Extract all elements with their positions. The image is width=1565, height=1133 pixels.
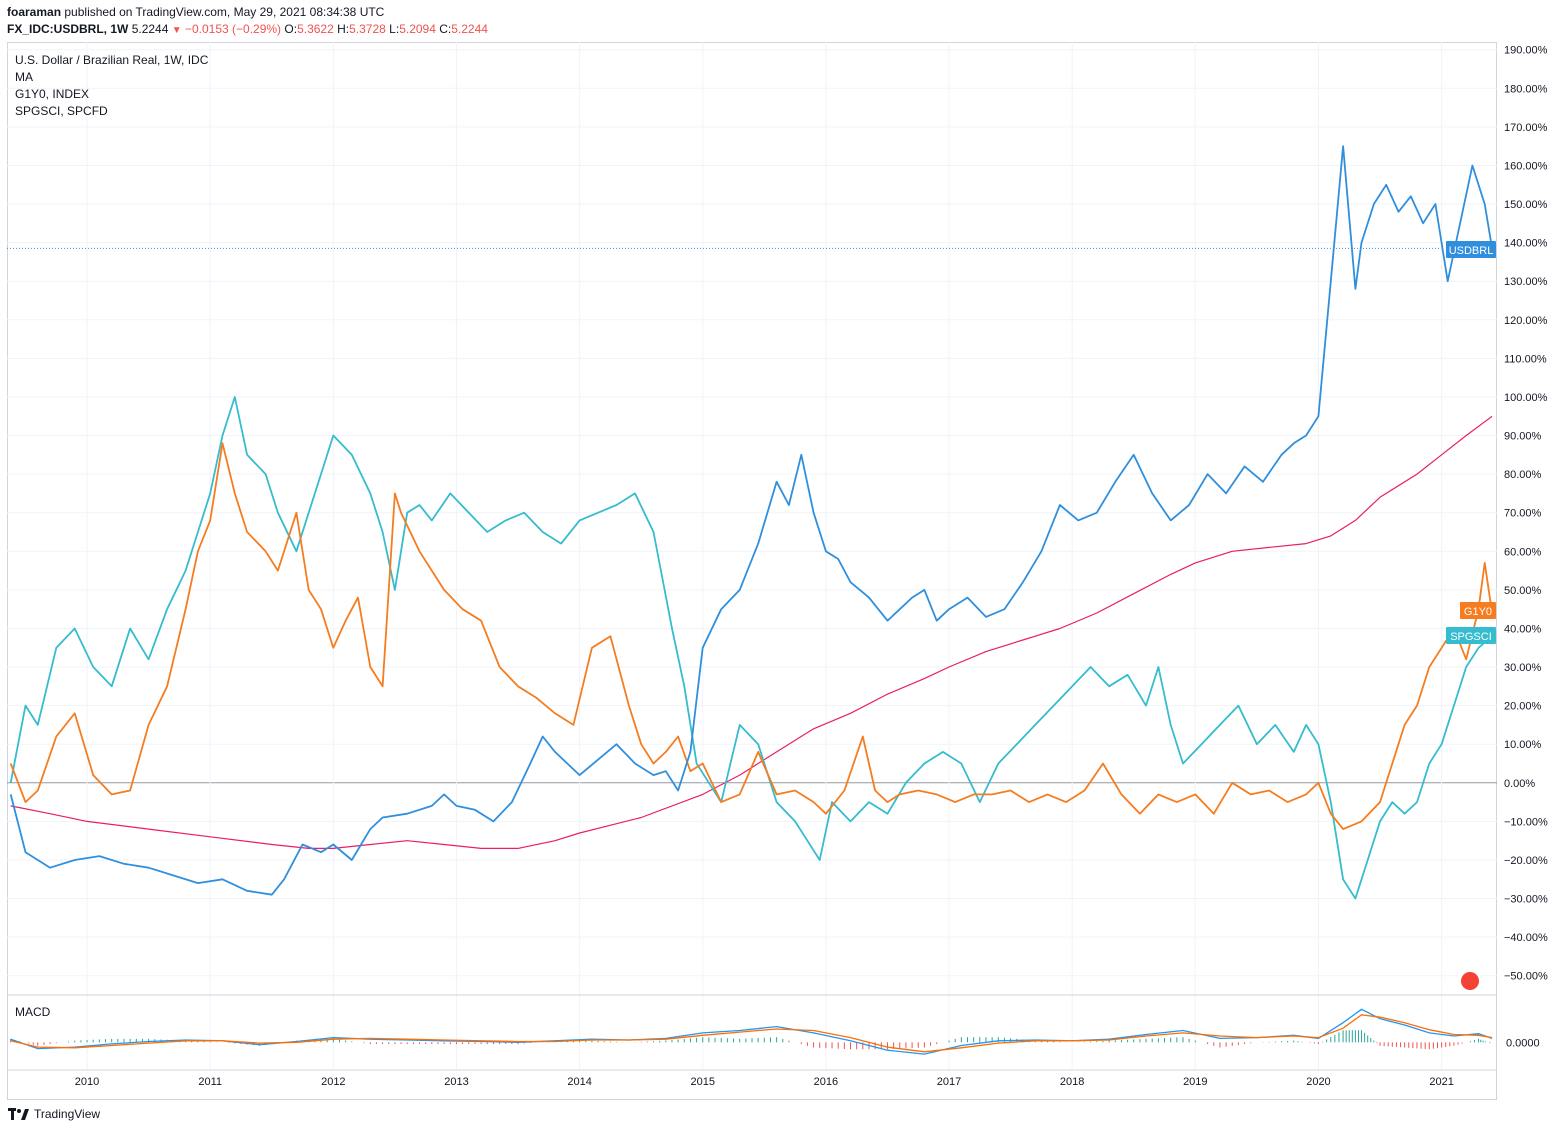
y-tick-label: 160.00% <box>1504 160 1548 172</box>
macd-value-label: 0.0000 <box>1506 1037 1540 1049</box>
close-value: 5.2244 <box>451 22 488 36</box>
series-tag-g1y0 <box>1460 602 1496 619</box>
symbol-label: FX_IDC:USDBRL, 1W <box>7 22 129 36</box>
y-tick-label: 0.00% <box>1504 778 1535 790</box>
series-tag-label-usdbrl: USDBRL <box>1449 245 1494 257</box>
x-tick-label: 2019 <box>1183 1076 1207 1088</box>
y-tick-label: 70.00% <box>1504 508 1542 520</box>
tradingview-brand: TradingView <box>34 1107 101 1121</box>
x-tick-label: 2020 <box>1306 1076 1330 1088</box>
series-tag-spgsci <box>1446 627 1496 644</box>
x-tick-label: 2021 <box>1429 1076 1453 1088</box>
open-label: O: <box>284 22 298 36</box>
y-tick-label: 50.00% <box>1504 585 1542 597</box>
y-tick-label: 60.00% <box>1504 546 1542 558</box>
high-label: H: <box>337 22 350 36</box>
y-tick-label: 10.00% <box>1504 739 1542 751</box>
high-value: 5.3728 <box>349 22 386 36</box>
price-change: −0.0153 (−0.29%) <box>184 22 282 36</box>
y-tick-label: 150.00% <box>1504 199 1548 211</box>
y-tick-label: 130.00% <box>1504 276 1548 288</box>
y-tick-label: 190.00% <box>1504 45 1548 57</box>
series-tag-usdbrl <box>1446 241 1496 258</box>
x-tick-label: 2018 <box>1060 1076 1084 1088</box>
legend-spgsci[interactable]: SPGSCI, SPCFD <box>15 104 108 118</box>
y-tick-label: 100.00% <box>1504 392 1548 404</box>
y-tick-label: 30.00% <box>1504 662 1542 674</box>
open-value: 5.3622 <box>297 22 334 36</box>
series-line-g1y0 <box>9 442 1493 830</box>
legend-g1y0[interactable]: G1Y0, INDEX <box>15 87 90 101</box>
x-tick-label: 2013 <box>444 1076 468 1088</box>
y-tick-label: −20.00% <box>1504 855 1548 867</box>
macd-line <box>10 1008 1493 1055</box>
published-text: published on TradingView.com, May 29, 20… <box>64 5 385 19</box>
chart-frame <box>7 42 1497 1100</box>
author-name[interactable]: foaraman <box>7 5 62 19</box>
y-tick-label: 80.00% <box>1504 469 1542 481</box>
y-tick-label: −30.00% <box>1504 894 1548 906</box>
y-tick-label: −40.00% <box>1504 932 1548 944</box>
y-tick-label: 180.00% <box>1504 83 1548 95</box>
y-tick-label: −50.00% <box>1504 971 1548 983</box>
last-price: 5.2244 <box>131 22 169 36</box>
y-tick-label: 110.00% <box>1504 353 1547 365</box>
series-tag-label-g1y0: G1Y0 <box>1464 606 1492 618</box>
series-line-ma <box>10 415 1493 850</box>
us-flag-icon <box>1459 970 1481 992</box>
y-tick-label: 20.00% <box>1504 701 1542 713</box>
x-tick-label: 2014 <box>567 1076 591 1088</box>
footer-brand[interactable]: TradingView <box>8 1107 100 1121</box>
y-tick-label: 140.00% <box>1504 238 1548 250</box>
x-tick-label: 2011 <box>198 1076 222 1088</box>
y-tick-label: 170.00% <box>1504 122 1548 134</box>
tradingview-logo-icon <box>8 1107 30 1121</box>
series-tag-label-spgsci: SPGSCI <box>1450 631 1492 643</box>
y-tick-label: 40.00% <box>1504 623 1542 635</box>
x-tick-label: 2010 <box>75 1076 99 1088</box>
close-label: C: <box>439 22 452 36</box>
y-tick-label: 120.00% <box>1504 315 1548 327</box>
macd-signal-line <box>10 1014 1493 1053</box>
x-tick-label: 2016 <box>814 1076 838 1088</box>
low-label: L: <box>389 22 400 36</box>
publish-line: foaraman published on TradingView.com, M… <box>7 5 384 19</box>
y-tick-label: −10.00% <box>1504 816 1548 828</box>
y-tick-label: 90.00% <box>1504 431 1542 443</box>
x-tick-label: 2015 <box>691 1076 715 1088</box>
macd-label[interactable]: MACD <box>15 1005 51 1019</box>
series-line-usdbrl <box>9 145 1493 896</box>
legend-main-series[interactable]: U.S. Dollar / Brazilian Real, 1W, IDC <box>15 53 209 67</box>
down-triangle-icon: ▼ <box>171 25 182 36</box>
low-value: 5.2094 <box>399 22 436 36</box>
ohlc-line: FX_IDC:USDBRL, 1W 5.2244 ▼ −0.0153 (−0.2… <box>7 22 488 36</box>
legend-ma[interactable]: MA <box>15 70 33 84</box>
x-tick-label: 2012 <box>321 1076 345 1088</box>
series-line-spgsci <box>9 396 1493 900</box>
x-tick-label: 2017 <box>937 1076 961 1088</box>
